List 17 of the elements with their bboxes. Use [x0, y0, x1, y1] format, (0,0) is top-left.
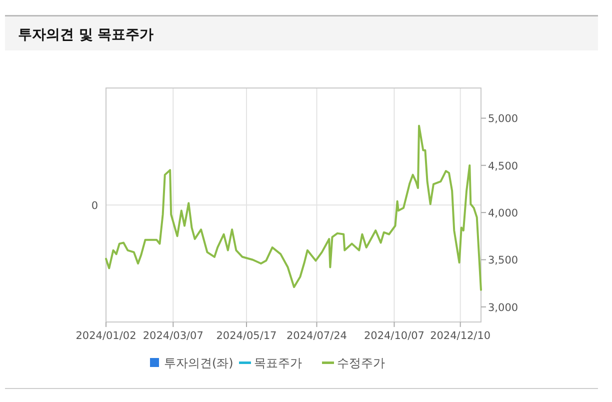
y2-tick-label: 4,500: [488, 160, 518, 172]
y2-tick-label: 4,000: [488, 208, 518, 220]
y2-tick-label: 3,000: [488, 302, 518, 314]
chart-title: 투자의견 및 목표주가: [18, 27, 154, 43]
x-tick-label: 2024/12/10: [430, 330, 491, 342]
y2-tick-label: 3,500: [488, 254, 518, 267]
x-tick-label: 2024/05/17: [216, 330, 277, 342]
x-tick-label: 2024/01/02: [76, 330, 136, 342]
legend-label: 투자의견(좌): [164, 356, 234, 370]
x-tick-label: 2024/03/07: [142, 330, 204, 342]
text: 0: [91, 200, 98, 212]
y2-tick-label: 5,000: [488, 113, 518, 126]
legend-label: 목표주가: [254, 356, 302, 370]
x-tick-label: 2024/10/07: [364, 330, 424, 342]
legend-label: 수정주가: [337, 356, 385, 370]
x-tick-label: 2024/07/24: [286, 330, 348, 342]
line-series: [105, 124, 482, 291]
